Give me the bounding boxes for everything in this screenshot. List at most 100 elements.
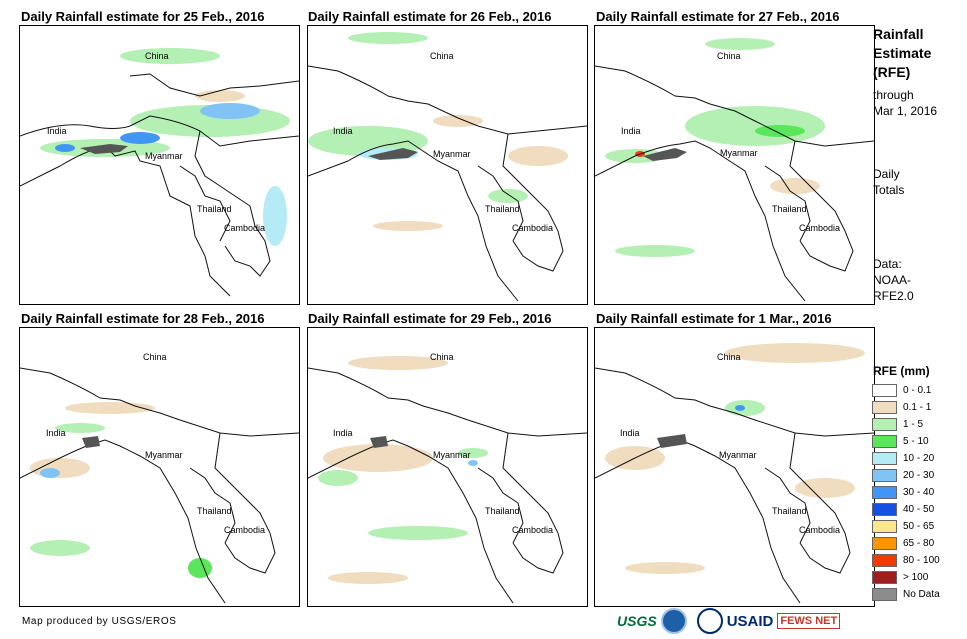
no-data-area (368, 148, 418, 160)
legend-label: 10 - 20 (903, 453, 935, 464)
country-borders (308, 367, 587, 604)
legend-swatch (872, 588, 897, 601)
india-label: India (620, 428, 640, 438)
legend-row: 30 - 40 (872, 484, 940, 501)
border-line (189, 467, 236, 544)
china-label: China (717, 51, 741, 61)
border-line (595, 367, 874, 437)
border-line (789, 140, 854, 272)
rain-patch (323, 444, 433, 472)
no-data-area (643, 148, 687, 161)
rain-patch (795, 478, 855, 498)
credit-text: Map produced by USGS/EROS (22, 616, 177, 627)
rain-patch (433, 115, 483, 127)
legend-row: 65 - 80 (872, 535, 940, 552)
rain-layer (308, 32, 568, 231)
country-borders (595, 65, 874, 302)
legend-label: > 100 (903, 572, 929, 583)
country-borders (20, 73, 299, 297)
legend-swatch (872, 435, 897, 448)
noaa-logo-icon (660, 608, 687, 634)
rain-layer (318, 356, 488, 584)
rain-patch (368, 526, 468, 540)
legend-swatch (872, 503, 897, 516)
rain-patch (120, 132, 160, 144)
rainfall-map (308, 356, 587, 604)
cambodia-label: Cambodia (224, 223, 266, 233)
legend-row: 10 - 20 (872, 450, 940, 467)
map-panel-27-feb: China India Myanmar Thailand Cambodia (594, 25, 875, 305)
rain-patch (615, 245, 695, 257)
rain-patch (55, 423, 105, 433)
india-label: India (333, 126, 353, 136)
rain-patch (705, 38, 775, 50)
rain-patch (508, 146, 568, 166)
rainfall-map (20, 48, 299, 297)
daily-totals-text: Daily Totals (873, 166, 904, 198)
rain-patch (200, 103, 260, 119)
rain-patch (318, 470, 358, 486)
source-line: NOAA- (873, 273, 912, 287)
border-line (20, 115, 299, 147)
rain-patch (55, 144, 75, 152)
title-line: (RFE) (873, 64, 911, 80)
border-line (595, 65, 874, 147)
data-label: Data: (873, 257, 902, 271)
legend-label: 40 - 50 (903, 504, 935, 515)
rain-patch (468, 460, 478, 466)
thailand-label: Thailand (197, 204, 232, 214)
myanmar-label: Myanmar (719, 450, 757, 460)
no-data-area (80, 144, 128, 154)
thailand-label: Thailand (772, 204, 807, 214)
myanmar-label: Myanmar (433, 149, 471, 159)
china-label: China (430, 51, 454, 61)
border-line (308, 367, 587, 437)
legend-label: 30 - 40 (903, 487, 935, 498)
rain-patch (263, 186, 287, 246)
legend-label: 65 - 80 (903, 538, 935, 549)
usaid-logo: USAID (726, 612, 774, 630)
through-date: Mar 1, 2016 (873, 104, 938, 118)
legend-swatch (872, 469, 897, 482)
rain-patch (30, 540, 90, 556)
thailand-label: Thailand (485, 204, 520, 214)
legend-label: 1 - 5 (903, 419, 924, 430)
legend-swatch (872, 401, 897, 414)
through-text: through Mar 1, 2016 (873, 87, 937, 119)
india-label: India (621, 126, 641, 136)
legend-row: 5 - 10 (872, 433, 940, 450)
rain-patch (755, 125, 805, 137)
rain-layer (605, 343, 865, 574)
india-label: India (46, 428, 66, 438)
legend-label: 5 - 10 (903, 436, 929, 447)
country-borders (20, 367, 299, 604)
china-label: China (145, 51, 169, 61)
border-line (477, 165, 524, 242)
rain-patch (40, 468, 60, 478)
fews-net-logo: FEWS NET (777, 613, 841, 629)
legend-row: > 100 (872, 569, 940, 586)
legend-swatch (872, 452, 897, 465)
rain-patch (348, 356, 448, 370)
rain-patch (120, 48, 220, 64)
thailand-label: Thailand (485, 506, 520, 516)
rain-patch (625, 562, 705, 574)
title-line: Estimate (873, 45, 932, 61)
legend-row: 0 - 0.1 (872, 382, 940, 399)
legend-swatch (872, 384, 897, 397)
legend-row: 50 - 65 (872, 518, 940, 535)
panel-title-2: Daily Rainfall estimate for 26 Feb., 201… (308, 9, 552, 24)
legend-label: 0.1 - 1 (903, 402, 932, 413)
myanmar-label: Myanmar (145, 151, 183, 161)
border-line (595, 140, 806, 302)
border-line (764, 165, 811, 242)
border-line (214, 432, 276, 574)
china-label: China (143, 352, 167, 362)
usgs-logo: USGS (617, 613, 657, 629)
rain-patch (373, 221, 443, 231)
rain-layer (30, 402, 212, 578)
rain-patch (685, 106, 825, 146)
india-label: India (333, 428, 353, 438)
rain-patch (458, 448, 488, 458)
map-panel-28-feb: China India Myanmar Thailand Cambodia (19, 327, 300, 607)
